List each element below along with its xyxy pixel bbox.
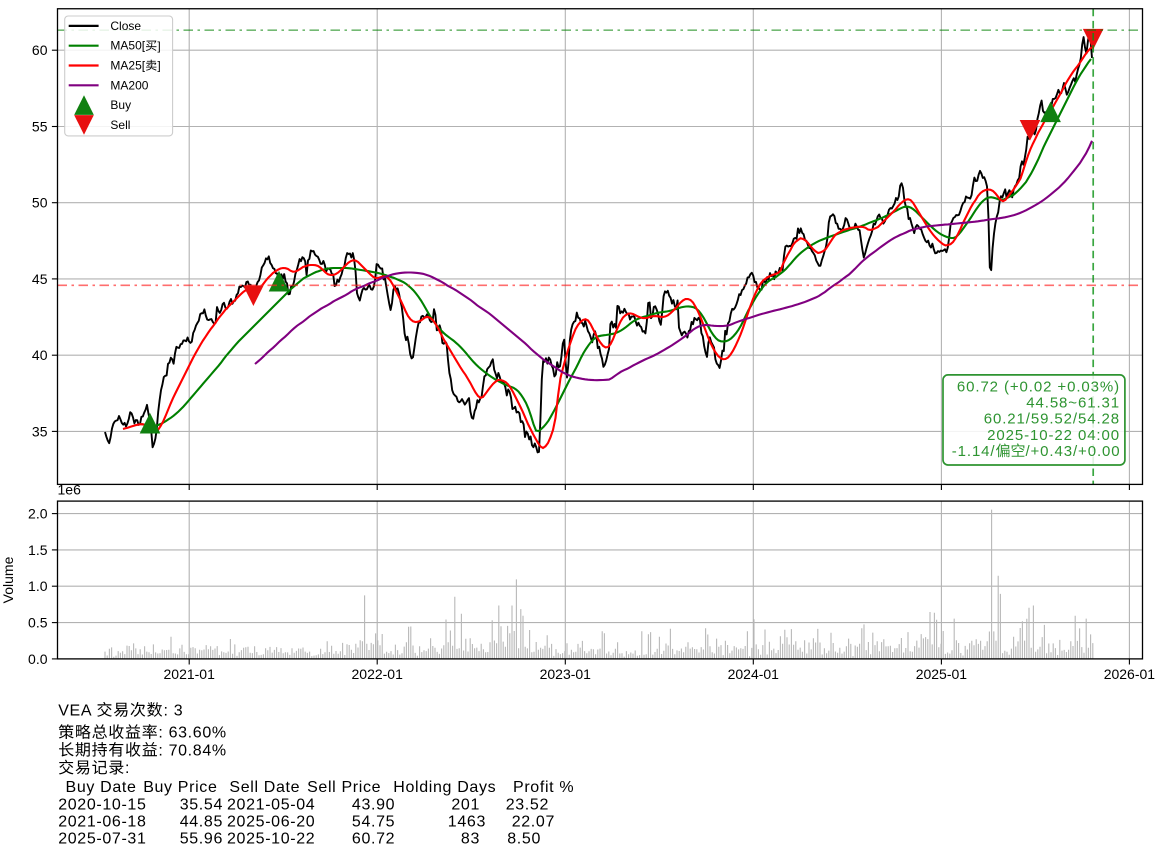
svg-text:54.75: 54.75 [352,814,395,831]
svg-text:2021-05-04: 2021-05-04 [227,797,315,814]
svg-text:2023-01: 2023-01 [540,666,592,682]
svg-text:Buy Price: Buy Price [143,779,217,796]
svg-text:2022-01: 2022-01 [352,666,404,682]
svg-text:55: 55 [32,118,48,134]
svg-text::: : [125,760,130,777]
svg-text:MA25[: MA25[ [110,59,145,73]
svg-text:: 63.60%: : 63.60% [158,725,226,742]
svg-text:2020-10-15: 2020-10-15 [58,797,146,814]
svg-text:: 3: : 3 [164,703,184,720]
svg-text:35: 35 [32,423,48,439]
svg-text:Sell Date: Sell Date [229,779,300,796]
svg-text:2024-01: 2024-01 [728,666,780,682]
svg-text:2026-01: 2026-01 [1104,666,1156,682]
svg-text:1e6: 1e6 [58,482,82,498]
svg-text:Holding Days: Holding Days [393,779,496,796]
svg-text:1463: 1463 [448,814,486,831]
svg-text:22.07: 22.07 [512,814,555,831]
svg-text:40: 40 [32,347,48,363]
svg-text:2021-06-18: 2021-06-18 [58,814,146,831]
svg-text:23.52: 23.52 [506,797,549,814]
svg-text:]: ] [157,59,160,73]
svg-text:1.0: 1.0 [28,578,48,594]
svg-text:0.0: 0.0 [28,651,48,667]
svg-text:60: 60 [32,42,48,58]
svg-text:Sell Price: Sell Price [307,779,381,796]
svg-text:43.90: 43.90 [352,797,395,814]
svg-text:60.21/59.52/54.28: 60.21/59.52/54.28 [984,411,1120,428]
svg-text:Buy Date: Buy Date [66,779,137,796]
svg-text:VEA: VEA [58,703,92,720]
svg-text:MA200: MA200 [110,78,148,92]
svg-text:8.50: 8.50 [507,831,541,848]
svg-text:2025-01: 2025-01 [916,666,968,682]
svg-text:MA50[: MA50[ [110,39,145,53]
svg-text:Profit %: Profit % [513,779,574,796]
svg-text:]: ] [157,39,160,53]
svg-text:1.5: 1.5 [28,542,48,558]
svg-text:44.85: 44.85 [180,814,223,831]
svg-text:: 70.84%: : 70.84% [158,742,226,759]
svg-text:83: 83 [461,831,480,848]
svg-text:201: 201 [451,797,480,814]
svg-text:2025-10-22: 2025-10-22 [227,831,315,848]
svg-text:/+0.43/+0.00: /+0.43/+0.00 [1025,443,1120,460]
svg-text:2.0: 2.0 [28,506,48,522]
svg-text:50: 50 [32,195,48,211]
svg-text:Volume: Volume [0,556,16,603]
svg-text:2021-01: 2021-01 [164,666,216,682]
svg-text:60.72 (+0.02 +0.03%): 60.72 (+0.02 +0.03%) [957,378,1120,395]
svg-text:0.5: 0.5 [28,615,48,631]
svg-text:44.58~61.31: 44.58~61.31 [1026,395,1120,412]
svg-text:45: 45 [32,271,48,287]
svg-text:Close: Close [110,19,141,33]
svg-text:55.96: 55.96 [180,831,223,848]
svg-text:Sell: Sell [110,118,130,132]
svg-text:2025-10-22 04:00: 2025-10-22 04:00 [987,427,1120,444]
svg-text:2025-06-20: 2025-06-20 [227,814,315,831]
svg-text:60.72: 60.72 [352,831,395,848]
svg-text:2025-07-31: 2025-07-31 [58,831,146,848]
svg-text:35.54: 35.54 [180,797,223,814]
svg-text:-1.14/: -1.14/ [952,443,996,460]
svg-text:Buy: Buy [110,98,131,112]
